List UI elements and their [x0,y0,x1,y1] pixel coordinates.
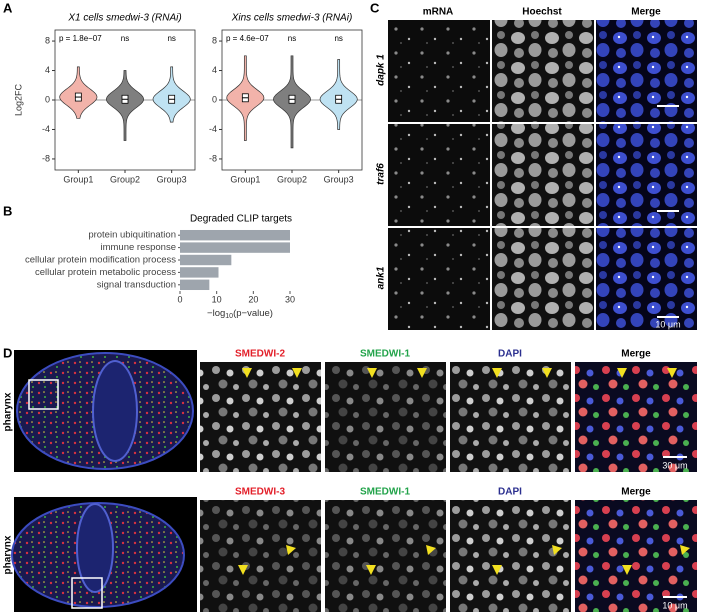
inset-box [71,577,103,609]
panel-letter: B [3,203,12,218]
column-header: SMEDWI-2 [235,349,285,360]
annotation: p = 1.8e−07 [59,34,102,43]
y-tick-label: -4 [42,124,50,134]
column-header: mRNA [423,7,454,18]
annotation: ns [334,34,342,43]
bar [180,242,290,253]
x-tick-label: Group1 [230,174,260,184]
micrograph [596,228,697,330]
x-tick-label: 0 [177,294,182,304]
column-header: SMEDWI-1 [360,487,410,498]
x-tick-label: Group2 [110,174,140,184]
x-tick-label: 20 [248,294,258,304]
row-label: traf6 [376,163,387,185]
micrograph [492,228,594,330]
chart-title: X1 cells smedwi-3 (RNAi) [67,13,181,24]
chart-title: Xins cells smedwi-3 (RNAi) [231,13,353,24]
y-tick-label: 8 [45,35,50,45]
violin [106,70,144,141]
scale-label: 10 μm [655,319,680,329]
bar [180,229,290,241]
column-header: Merge [631,7,661,18]
micrograph [388,20,490,122]
row-label: ank1 [376,266,387,289]
y-tick-label: 4 [45,65,50,75]
column-header: SMEDWI-3 [235,487,285,498]
row-label: pharynx [3,535,14,574]
micrograph [450,362,571,472]
y-tick-label: protein ubiquitination [88,230,176,241]
panel-letter: A [3,0,13,15]
micrograph [325,500,446,612]
y-axis-label: Log2FC [13,83,23,116]
y-tick-label: 4 [212,65,217,75]
y-tick-label: 0 [212,94,217,104]
micrograph [596,20,697,122]
arrowheads [238,368,690,575]
micrograph [596,124,697,226]
y-tick-label: 8 [212,35,217,45]
micrograph [575,500,697,612]
y-tick-label: 0 [45,94,50,104]
micrograph [575,362,697,472]
column-header: DAPI [498,487,522,498]
column-header: DAPI [498,349,522,360]
x-tick-label: Group3 [157,174,187,184]
x-axis-label-sub: 10 [225,313,233,320]
y-tick-label: -4 [209,124,217,134]
y-tick-label: -8 [209,153,217,163]
bar [180,267,219,278]
violin [59,66,98,119]
panel-letter: D [3,345,12,360]
x-axis-label-part: −log [207,308,225,319]
y-tick-label: immune response [100,242,176,253]
annotation: ns [121,34,129,43]
panel-d: pharynx pharynx SMEDWI-2 SMEDWI-1 DAPI M… [3,349,697,612]
column-header: Merge [621,487,651,498]
violin [152,66,191,123]
annotation: p = 4.6e−07 [226,34,269,43]
y-tick-label: signal transduction [97,279,176,290]
annotation: ns [288,34,296,43]
micrograph [450,500,571,612]
x-tick-label: 10 [212,294,222,304]
annotation: ns [167,34,175,43]
violin [319,59,358,130]
micrograph [200,362,321,472]
x-tick-label: Group2 [277,174,307,184]
x-tick-label: 30 [285,294,295,304]
micrograph [388,228,490,330]
micrograph [325,362,446,472]
x-axis-label-part: (p−value) [233,308,273,319]
x-tick-label: Group3 [324,174,354,184]
scale-label: 10 μm [662,600,687,610]
y-tick-label: -8 [42,153,50,163]
inset-box [28,379,59,410]
column-header: Merge [621,349,651,360]
y-tick-label: cellular protein modification process [25,255,176,266]
panel-letter: C [370,0,380,15]
column-header: Hoechst [522,7,562,18]
micrograph [388,124,490,226]
micrograph [492,20,594,122]
micrograph [200,500,321,612]
scale-label: 30 μm [662,460,687,470]
x-tick-label: Group1 [63,174,93,184]
pharynx-outline [76,503,114,593]
chart-title: Degraded CLIP targets [190,214,292,225]
pharynx-outline [92,360,138,462]
micrograph [492,124,594,226]
column-header: SMEDWI-1 [360,349,410,360]
bar [180,279,210,291]
y-tick-label: cellular protein metabolic process [35,267,176,278]
row-label: dapk 1 [376,54,387,86]
x-axis-label: −log10(p−value) [207,308,273,320]
bar [180,254,232,266]
row-label: pharynx [3,392,14,431]
panel-c: mRNA Hoechst Merge dapk 1 traf6 ank1 10 … [376,7,697,330]
